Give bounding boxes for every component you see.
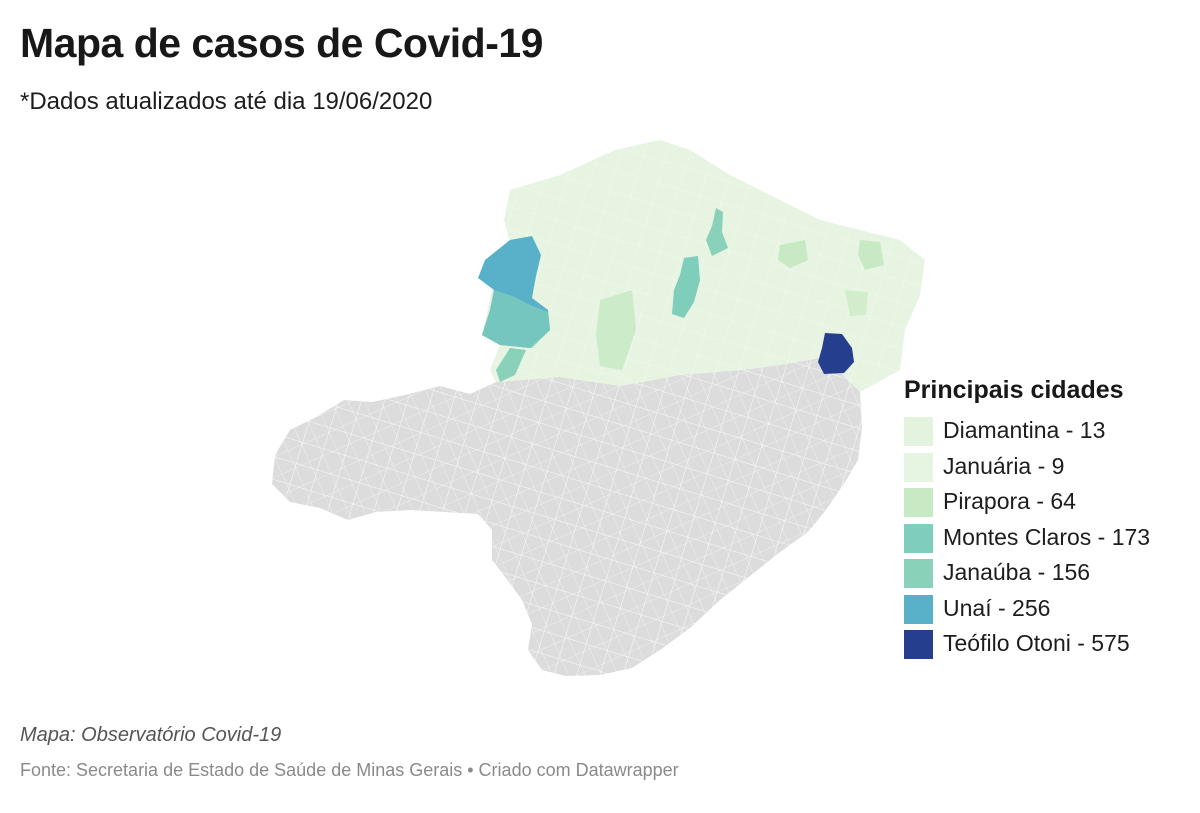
legend-label: Teófilo Otoni - 575 xyxy=(943,630,1130,656)
legend-label: Janaúba - 156 xyxy=(943,559,1091,585)
legend-item: Unaí - 256 xyxy=(904,593,1194,629)
paracatu-area xyxy=(496,348,526,382)
page-title: Mapa de casos de Covid-19 xyxy=(20,20,543,66)
map-credit: Mapa: Observatório Covid-19 xyxy=(20,724,282,746)
janauba-area xyxy=(706,208,728,256)
map-legend: Principais cidades Diamantina - 13 Január… xyxy=(904,376,1194,664)
green-patch-ne-1 xyxy=(778,240,808,268)
green-patch-ne-2 xyxy=(858,240,884,270)
legend-label: Pirapora - 64 xyxy=(943,488,1076,514)
legend-title: Principais cidades xyxy=(904,376,1124,404)
montes-claros-area xyxy=(672,256,700,318)
legend-label: Montes Claros - 173 xyxy=(943,523,1151,550)
legend-item: Pirapora - 64 xyxy=(904,486,1194,522)
legend-items: Diamantina - 13 Januária - 9 Pirapora - 64… xyxy=(904,415,1194,664)
legend-swatch xyxy=(904,452,933,482)
legend-swatch xyxy=(904,630,933,659)
legend-item: Montes Claros - 173 xyxy=(904,522,1194,558)
legend-item: Teófilo Otoni - 575 xyxy=(904,628,1194,664)
choropleth-map xyxy=(272,140,925,676)
legend-swatch xyxy=(904,594,933,624)
green-patch-e xyxy=(845,290,868,316)
data-source: Fonte: Secretaria de Estado de Saúde de … xyxy=(20,760,679,780)
legend-item: Januária - 9 xyxy=(904,451,1194,487)
legend-swatch xyxy=(904,523,933,553)
legend-item: Janaúba - 156 xyxy=(904,557,1194,593)
legend-label: Januária - 9 xyxy=(943,452,1065,479)
page-subtitle: *Dados atualizados até dia 19/06/2020 xyxy=(20,88,433,115)
teofilo-otoni-area xyxy=(818,333,854,374)
pirapora-area xyxy=(596,290,636,370)
legend-label: Diamantina - 13 xyxy=(943,417,1106,443)
unai-area-south xyxy=(482,290,550,348)
legend-swatch xyxy=(904,488,933,517)
legend-label: Unaí - 256 xyxy=(943,594,1051,621)
legend-swatch xyxy=(904,559,933,588)
legend-item: Diamantina - 13 xyxy=(904,415,1194,451)
legend-swatch xyxy=(904,417,933,446)
